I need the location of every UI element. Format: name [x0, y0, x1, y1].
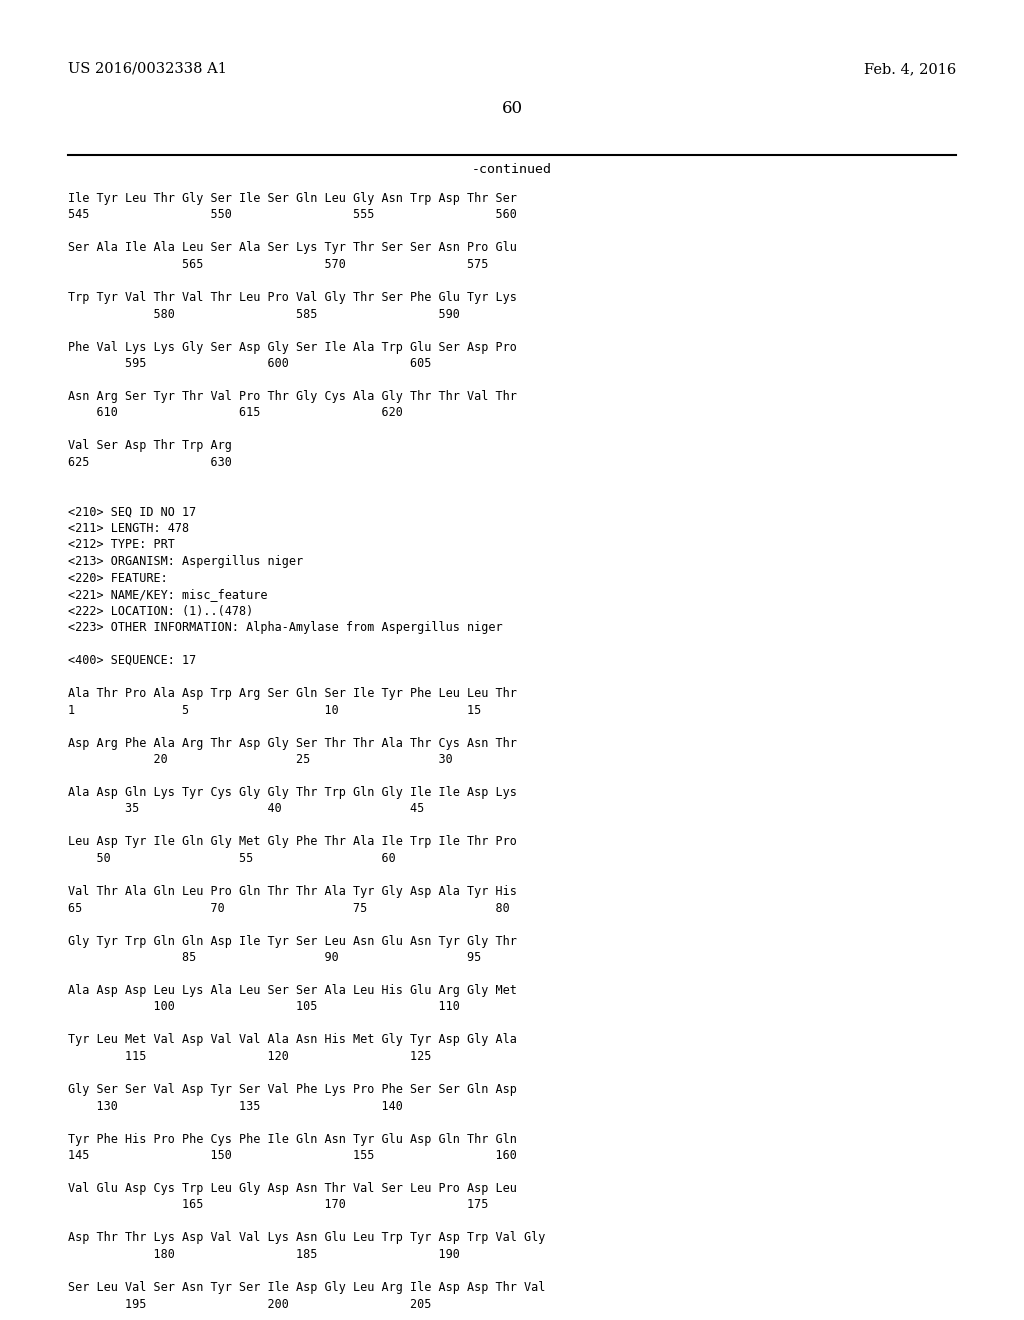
- Text: Ala Asp Asp Leu Lys Ala Leu Ser Ser Ala Leu His Glu Arg Gly Met: Ala Asp Asp Leu Lys Ala Leu Ser Ser Ala …: [68, 983, 517, 997]
- Text: 595                 600                 605: 595 600 605: [68, 356, 431, 370]
- Text: 65                  70                  75                  80: 65 70 75 80: [68, 902, 510, 915]
- Text: Tyr Leu Met Val Asp Val Val Ala Asn His Met Gly Tyr Asp Gly Ala: Tyr Leu Met Val Asp Val Val Ala Asn His …: [68, 1034, 517, 1047]
- Text: 1               5                   10                  15: 1 5 10 15: [68, 704, 481, 717]
- Text: 610                 615                 620: 610 615 620: [68, 407, 402, 420]
- Text: 180                 185                 190: 180 185 190: [68, 1247, 460, 1261]
- Text: -continued: -continued: [472, 162, 552, 176]
- Text: Asp Arg Phe Ala Arg Thr Asp Gly Ser Thr Thr Ala Thr Cys Asn Thr: Asp Arg Phe Ala Arg Thr Asp Gly Ser Thr …: [68, 737, 517, 750]
- Text: 545                 550                 555                 560: 545 550 555 560: [68, 209, 517, 222]
- Text: 50                  55                  60: 50 55 60: [68, 851, 395, 865]
- Text: Ala Asp Gln Lys Tyr Cys Gly Gly Thr Trp Gln Gly Ile Ile Asp Lys: Ala Asp Gln Lys Tyr Cys Gly Gly Thr Trp …: [68, 785, 517, 799]
- Text: 60: 60: [502, 100, 522, 117]
- Text: Val Thr Ala Gln Leu Pro Gln Thr Thr Ala Tyr Gly Asp Ala Tyr His: Val Thr Ala Gln Leu Pro Gln Thr Thr Ala …: [68, 884, 517, 898]
- Text: Feb. 4, 2016: Feb. 4, 2016: [864, 62, 956, 77]
- Text: <222> LOCATION: (1)..(478): <222> LOCATION: (1)..(478): [68, 605, 253, 618]
- Text: 195                 200                 205: 195 200 205: [68, 1298, 431, 1311]
- Text: Phe Val Lys Lys Gly Ser Asp Gly Ser Ile Ala Trp Glu Ser Asp Pro: Phe Val Lys Lys Gly Ser Asp Gly Ser Ile …: [68, 341, 517, 354]
- Text: 625                 630: 625 630: [68, 455, 231, 469]
- Text: 165                 170                 175: 165 170 175: [68, 1199, 488, 1212]
- Text: Ala Thr Pro Ala Asp Trp Arg Ser Gln Ser Ile Tyr Phe Leu Leu Thr: Ala Thr Pro Ala Asp Trp Arg Ser Gln Ser …: [68, 686, 517, 700]
- Text: 85                  90                  95: 85 90 95: [68, 950, 481, 964]
- Text: <221> NAME/KEY: misc_feature: <221> NAME/KEY: misc_feature: [68, 587, 267, 601]
- Text: Asn Arg Ser Tyr Thr Val Pro Thr Gly Cys Ala Gly Thr Thr Val Thr: Asn Arg Ser Tyr Thr Val Pro Thr Gly Cys …: [68, 389, 517, 403]
- Text: Gly Tyr Trp Gln Gln Asp Ile Tyr Ser Leu Asn Glu Asn Tyr Gly Thr: Gly Tyr Trp Gln Gln Asp Ile Tyr Ser Leu …: [68, 935, 517, 948]
- Text: 115                 120                 125: 115 120 125: [68, 1049, 431, 1063]
- Text: 100                 105                 110: 100 105 110: [68, 1001, 460, 1014]
- Text: <212> TYPE: PRT: <212> TYPE: PRT: [68, 539, 175, 552]
- Text: <400> SEQUENCE: 17: <400> SEQUENCE: 17: [68, 653, 197, 667]
- Text: 35                  40                  45: 35 40 45: [68, 803, 424, 816]
- Text: 20                  25                  30: 20 25 30: [68, 752, 453, 766]
- Text: Asp Thr Thr Lys Asp Val Val Lys Asn Glu Leu Trp Tyr Asp Trp Val Gly: Asp Thr Thr Lys Asp Val Val Lys Asn Glu …: [68, 1232, 546, 1245]
- Text: Ile Tyr Leu Thr Gly Ser Ile Ser Gln Leu Gly Asn Trp Asp Thr Ser: Ile Tyr Leu Thr Gly Ser Ile Ser Gln Leu …: [68, 191, 517, 205]
- Text: Tyr Phe His Pro Phe Cys Phe Ile Gln Asn Tyr Glu Asp Gln Thr Gln: Tyr Phe His Pro Phe Cys Phe Ile Gln Asn …: [68, 1133, 517, 1146]
- Text: 565                 570                 575: 565 570 575: [68, 257, 488, 271]
- Text: Trp Tyr Val Thr Val Thr Leu Pro Val Gly Thr Ser Phe Glu Tyr Lys: Trp Tyr Val Thr Val Thr Leu Pro Val Gly …: [68, 290, 517, 304]
- Text: <213> ORGANISM: Aspergillus niger: <213> ORGANISM: Aspergillus niger: [68, 554, 303, 568]
- Text: <210> SEQ ID NO 17: <210> SEQ ID NO 17: [68, 506, 197, 519]
- Text: 580                 585                 590: 580 585 590: [68, 308, 460, 321]
- Text: Val Ser Asp Thr Trp Arg: Val Ser Asp Thr Trp Arg: [68, 440, 231, 453]
- Text: Gly Ser Ser Val Asp Tyr Ser Val Phe Lys Pro Phe Ser Ser Gln Asp: Gly Ser Ser Val Asp Tyr Ser Val Phe Lys …: [68, 1082, 517, 1096]
- Text: 130                 135                 140: 130 135 140: [68, 1100, 402, 1113]
- Text: US 2016/0032338 A1: US 2016/0032338 A1: [68, 62, 227, 77]
- Text: Val Glu Asp Cys Trp Leu Gly Asp Asn Thr Val Ser Leu Pro Asp Leu: Val Glu Asp Cys Trp Leu Gly Asp Asn Thr …: [68, 1181, 517, 1195]
- Text: Ser Ala Ile Ala Leu Ser Ala Ser Lys Tyr Thr Ser Ser Asn Pro Glu: Ser Ala Ile Ala Leu Ser Ala Ser Lys Tyr …: [68, 242, 517, 255]
- Text: <211> LENGTH: 478: <211> LENGTH: 478: [68, 521, 189, 535]
- Text: <223> OTHER INFORMATION: Alpha-Amylase from Aspergillus niger: <223> OTHER INFORMATION: Alpha-Amylase f…: [68, 620, 503, 634]
- Text: Leu Asp Tyr Ile Gln Gly Met Gly Phe Thr Ala Ile Trp Ile Thr Pro: Leu Asp Tyr Ile Gln Gly Met Gly Phe Thr …: [68, 836, 517, 849]
- Text: 145                 150                 155                 160: 145 150 155 160: [68, 1148, 517, 1162]
- Text: <220> FEATURE:: <220> FEATURE:: [68, 572, 168, 585]
- Text: Ser Leu Val Ser Asn Tyr Ser Ile Asp Gly Leu Arg Ile Asp Asp Thr Val: Ser Leu Val Ser Asn Tyr Ser Ile Asp Gly …: [68, 1280, 546, 1294]
